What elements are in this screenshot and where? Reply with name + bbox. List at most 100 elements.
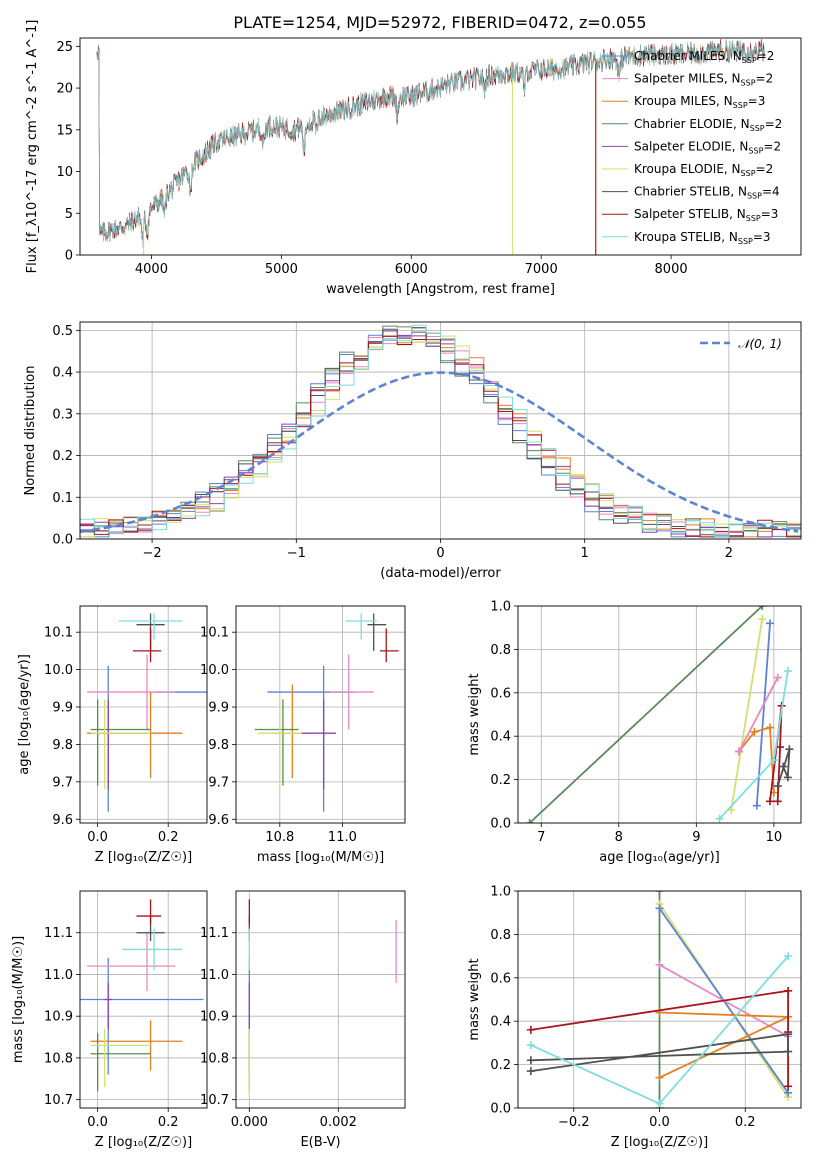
y-axis-label: age [log₁₀(age/yr)]: [17, 654, 32, 775]
mass-weight-marker: [750, 727, 759, 736]
y-tick-label: 5: [65, 207, 73, 222]
y-tick-label: 0.6: [490, 971, 511, 986]
y-tick-label: 11.1: [200, 926, 229, 941]
x-tick-label: −2: [143, 546, 162, 561]
y-tick-label: 0.2: [52, 449, 73, 464]
legend-label: Salpeter ELODIE, NSSP=2: [634, 139, 781, 155]
mass-weight-marker: [734, 747, 743, 756]
y-tick-label: 11.0: [44, 968, 73, 983]
y-tick-label: 0.2: [490, 1058, 511, 1073]
mass-weight-marker: [765, 797, 774, 806]
y-tick-label: 15: [56, 123, 73, 138]
y-tick-label: 11.0: [200, 968, 229, 983]
mass-weight-marker: [783, 667, 792, 676]
y-tick-label: 10.0: [44, 663, 73, 678]
mass-weight-marker: [773, 673, 782, 682]
age_vs_mass-frame: [235, 605, 406, 824]
x-tick-label: 9: [692, 830, 700, 845]
x-tick-label: 8: [615, 830, 623, 845]
histogram-frame: [79, 321, 802, 540]
mass-weight-marker: [758, 615, 767, 624]
age_vs_mass-axes: 10.8 11.0 9.6 9.7 9.8 9.9 10.0 10.1 mass [log₁₀(…: [200, 606, 405, 865]
y-tick-label: 0.6: [490, 686, 511, 701]
x-tick-label: 0.002: [320, 1115, 357, 1130]
y-tick-label: 0.8: [490, 643, 511, 658]
x-axis-label: mass [log₁₀(M/M☉)]: [257, 850, 384, 865]
age_vs_Z-plot-area: [87, 613, 207, 812]
y-tick-label: 9.9: [52, 701, 73, 716]
mass_vs_ebv-plot-area: [248, 899, 397, 1100]
x-tick-label: 7: [537, 830, 545, 845]
legend-label: Salpeter MILES, NSSP=2: [634, 72, 773, 88]
legend-label: Kroupa ELODIE, NSSP=2: [634, 162, 773, 178]
mass-weight-marker: [655, 1073, 664, 1082]
x-tick-label: 10: [766, 830, 783, 845]
mass_weight_vs_age-plot-area: [525, 606, 794, 823]
legend-label: Kroupa MILES, NSSP=3: [634, 94, 765, 110]
mass-weight-marker: [773, 797, 782, 806]
mass-weight-marker: [784, 1047, 793, 1056]
y-tick-label: 1.0: [490, 885, 511, 900]
legend-label: 𝒩(0, 1): [738, 337, 782, 351]
x-tick-label: 5000: [265, 262, 298, 277]
x-tick-label: 0.2: [735, 1115, 756, 1130]
spectrum-series-line: [96, 39, 765, 247]
mass-weight-marker: [779, 762, 788, 771]
mass_weight_vs_Z-frame: [517, 890, 802, 1109]
y-tick-label: 9.6: [208, 813, 229, 828]
spectrum-frame: [79, 37, 802, 256]
mass-weight-marker: [769, 756, 778, 765]
y-tick-label: 0.0: [52, 533, 73, 548]
mass-weight-marker: [776, 743, 785, 752]
y-tick-label: 10.7: [44, 1093, 73, 1108]
x-axis-label: Z [log₁₀(Z/Z☉)]: [611, 1135, 708, 1150]
mass-weight-marker: [526, 1067, 535, 1076]
mass-weight-series-line: [530, 1033, 789, 1072]
mass-weight-marker: [784, 1082, 793, 1091]
mass-weight-series-line: [738, 677, 779, 752]
y-tick-label: 1.0: [490, 600, 511, 615]
x-tick-label: 4000: [135, 262, 168, 277]
mass-weight-series-line: [730, 618, 764, 811]
x-tick-label: 7000: [525, 262, 558, 277]
y-tick-label: 9.9: [208, 701, 229, 716]
y-tick-label: 10.9: [44, 1010, 73, 1025]
mass-weight-marker: [784, 1030, 793, 1039]
mass-weight-marker: [773, 782, 782, 791]
y-tick-label: 0.8: [490, 928, 511, 943]
y-tick-label: 10.1: [44, 626, 73, 641]
y-tick-label: 10.1: [200, 626, 229, 641]
x-axis-label: E(B-V): [300, 1135, 340, 1150]
mass-weight-marker: [715, 814, 724, 823]
x-tick-label: 0.000: [231, 1115, 268, 1130]
y-tick-label: 10.8: [200, 1051, 229, 1066]
y-tick-label: 9.7: [208, 775, 229, 790]
y-axis-label: mass weight: [467, 673, 482, 755]
y-tick-label: 10.9: [200, 1010, 229, 1025]
legend-label: Kroupa STELIB, NSSP=3: [634, 230, 771, 246]
mass-weight-marker: [785, 745, 794, 754]
x-tick-label: 0.2: [158, 1115, 179, 1130]
x-tick-label: 0.0: [87, 1115, 108, 1130]
residual_histogram-plot-area: [80, 324, 801, 539]
y-tick-label: 0.4: [52, 366, 73, 381]
age_vs_mass-plot-area: [254, 613, 399, 812]
y-tick-label: 10: [56, 165, 73, 180]
x-tick-label: 11.0: [328, 830, 357, 845]
mass-weight-series-line: [528, 606, 763, 823]
legend-label: Chabrier ELODIE, NSSP=2: [634, 117, 782, 133]
y-tick-label: 9.8: [52, 738, 73, 753]
y-tick-label: 10.8: [44, 1051, 73, 1066]
legend-label: Salpeter STELIB, NSSP=3: [634, 207, 778, 223]
y-axis-label: mass weight: [467, 958, 482, 1040]
mass-weight-marker: [655, 960, 664, 969]
mass-weight-marker: [752, 801, 761, 810]
age_vs_Z-axes: 0.0 0.2 9.6 9.7 9.8 9.9 10.0 10.1 Z [log₁₀(Z/Z☉)…: [17, 606, 207, 865]
y-tick-label: 9.8: [208, 738, 229, 753]
y-tick-label: 0.4: [490, 1015, 511, 1030]
histogram-series: [80, 324, 801, 539]
mass-weight-marker: [655, 1099, 664, 1108]
x-tick-label: 2: [725, 546, 733, 561]
